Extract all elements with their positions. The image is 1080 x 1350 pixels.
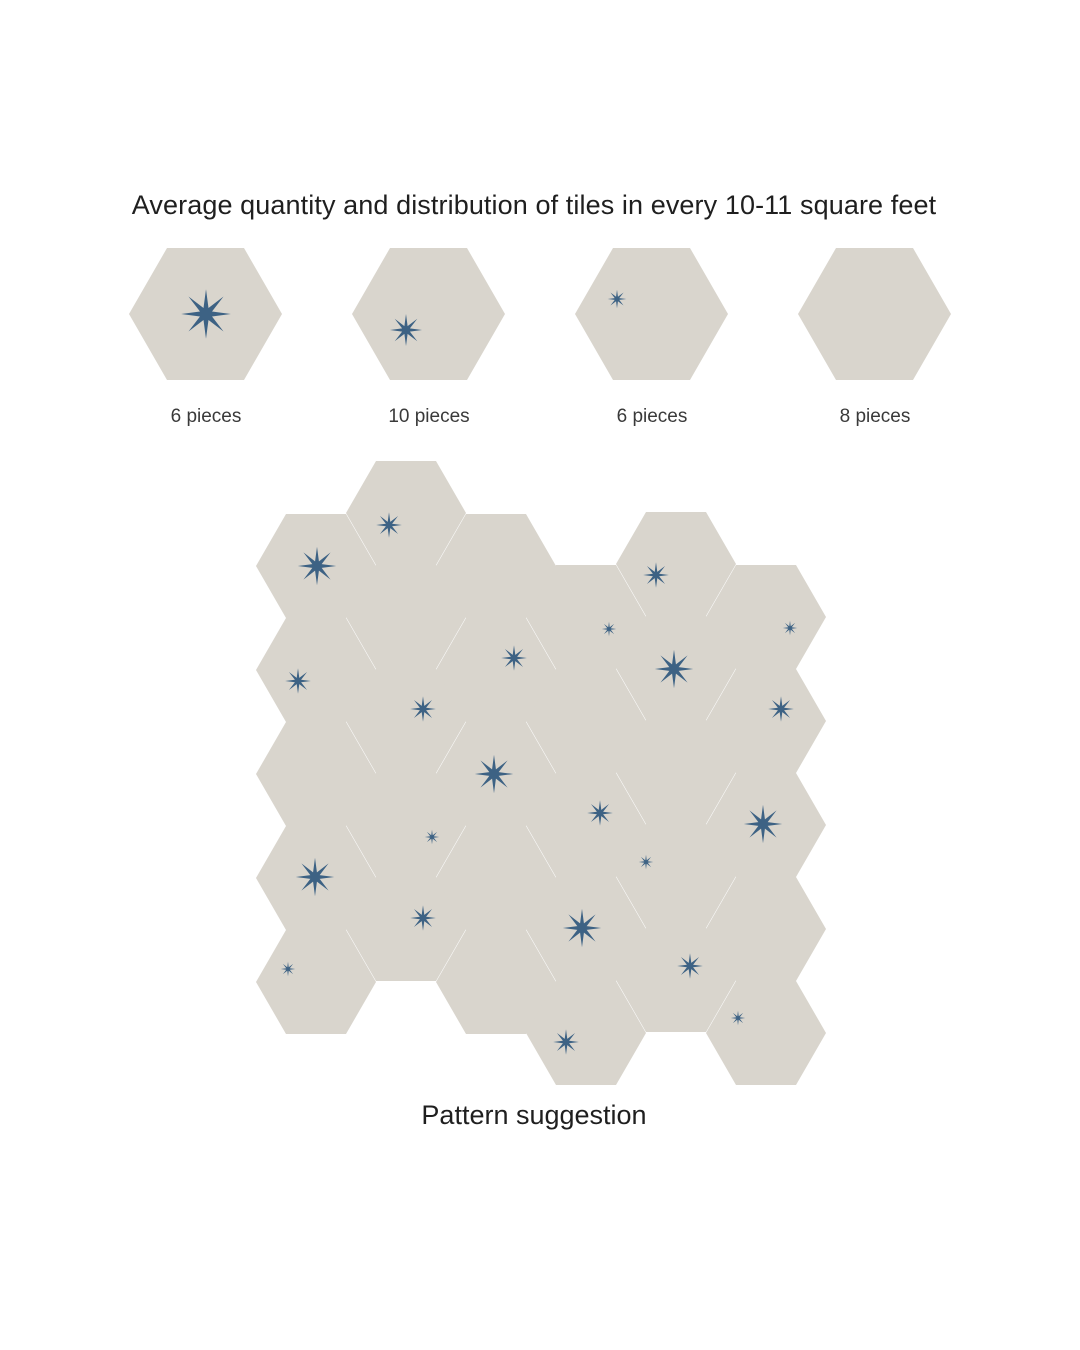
pattern-suggestion-mosaic: [256, 461, 826, 1085]
star-motif: [295, 857, 335, 897]
star-motif: [410, 905, 436, 931]
hexagon-small-star-icon: [575, 248, 728, 380]
hexagon-medium-star-icon: [352, 248, 505, 380]
star-icon: [587, 800, 613, 826]
star-motif: [638, 854, 654, 870]
tile-variant-small-star: 6 pieces: [572, 246, 732, 436]
star-motif: [297, 546, 337, 586]
star-icon: [181, 289, 231, 339]
tile-variants: 6 pieces 10 pieces 6 pieces 8 pieces: [0, 246, 1080, 446]
star-motif: [607, 289, 627, 309]
star-icon: [474, 754, 514, 794]
star-icon: [285, 668, 311, 694]
star-icon: [638, 854, 654, 870]
star-icon: [677, 953, 703, 979]
star-icon: [501, 645, 527, 671]
star-icon: [553, 1029, 579, 1055]
hexagon-plain-icon: [798, 248, 951, 380]
star-motif: [181, 289, 231, 339]
star-motif: [285, 668, 311, 694]
star-icon: [295, 857, 335, 897]
star-icon: [601, 621, 617, 637]
star-motif: [643, 562, 669, 588]
star-icon: [730, 1010, 746, 1026]
star-motif: [553, 1029, 579, 1055]
star-icon: [607, 289, 627, 309]
star-motif: [280, 961, 296, 977]
star-icon: [643, 562, 669, 588]
star-motif: [730, 1010, 746, 1026]
star-motif: [601, 621, 617, 637]
star-icon: [390, 314, 422, 346]
page-heading: Average quantity and distribution of til…: [131, 190, 937, 220]
star-motif: [474, 754, 514, 794]
star-motif: [782, 620, 798, 636]
star-motif: [376, 512, 402, 538]
tile-count-label: 8 pieces: [839, 406, 911, 427]
star-icon: [280, 961, 296, 977]
star-motif: [424, 829, 440, 845]
tile-variant-large-star: 6 pieces: [126, 246, 286, 436]
tile-count-label: 6 pieces: [616, 406, 688, 427]
star-motif: [768, 696, 794, 722]
hexagon-large-star-icon: [129, 248, 282, 380]
star-motif: [390, 314, 422, 346]
star-icon: [297, 546, 337, 586]
star-motif: [677, 953, 703, 979]
star-icon: [768, 696, 794, 722]
star-icon: [743, 804, 783, 844]
star-icon: [424, 829, 440, 845]
star-motif: [410, 696, 436, 722]
star-icon: [654, 649, 694, 689]
tile-variant-medium-star: 10 pieces: [349, 246, 509, 436]
star-icon: [410, 905, 436, 931]
star-motif: [587, 800, 613, 826]
tile-count-label: 6 pieces: [170, 406, 242, 427]
star-icon: [376, 512, 402, 538]
star-motif: [743, 804, 783, 844]
star-motif: [654, 649, 694, 689]
star-motif: [562, 908, 602, 948]
star-icon: [410, 696, 436, 722]
star-icon: [782, 620, 798, 636]
tile-count-label: 10 pieces: [388, 406, 470, 427]
star-motif: [501, 645, 527, 671]
tile-variant-plain: 8 pieces: [795, 246, 955, 436]
star-icon: [562, 908, 602, 948]
pattern-caption: Pattern suggestion: [421, 1100, 647, 1130]
